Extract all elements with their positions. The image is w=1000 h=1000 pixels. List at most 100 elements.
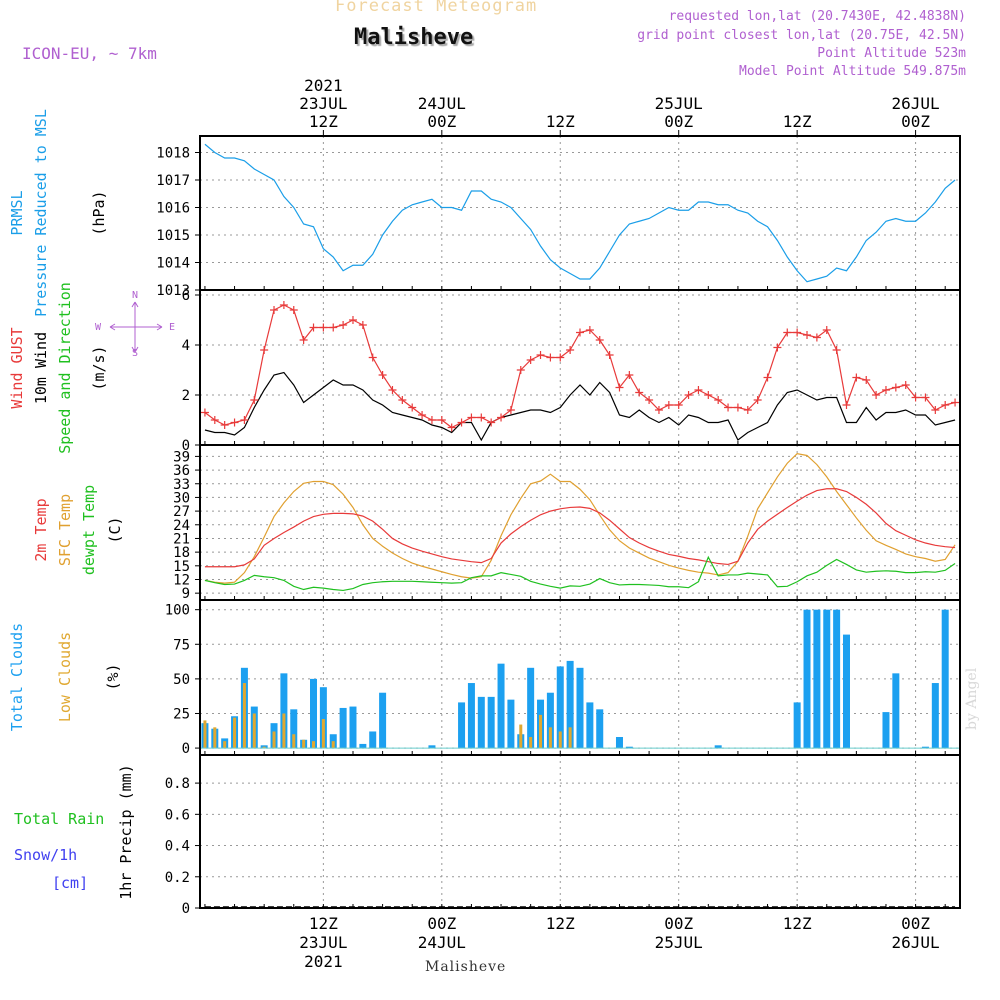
gust-point [724, 403, 733, 412]
temp-sfc-line [204, 453, 956, 584]
temperature-ytick-label: 18 [173, 545, 190, 561]
pressure-label-prmsl: PRMSL [8, 190, 26, 235]
snow-label: Snow/1h [14, 846, 77, 864]
gust-point [279, 301, 288, 309]
total-cloud-bar [507, 699, 515, 749]
temperature-ytick-label: 21 [173, 531, 190, 547]
gust-point [418, 411, 427, 419]
gust-point [664, 401, 673, 409]
total-cloud-bar [359, 743, 367, 749]
gust-point [388, 386, 397, 394]
pressure-label-msl: Pressure Reduced to MSL [32, 109, 50, 317]
low-cloud-bar [252, 713, 256, 749]
bottom-tick-date: 25JUL [655, 933, 703, 952]
gust-point [408, 403, 417, 412]
total-cloud-bar [319, 687, 327, 749]
low-cloud-bar [213, 727, 217, 749]
total-cloud-bar [803, 609, 811, 749]
wind-gust-label: Wind GUST [8, 327, 26, 408]
total-cloud-bar [714, 745, 722, 749]
total-cloud-bar [813, 609, 821, 749]
gust-point [546, 353, 555, 362]
low-cloud-bar [321, 719, 325, 749]
top-tick-date: 26JUL [891, 94, 939, 113]
gust-point [625, 371, 634, 379]
bottom-tick-year: 2021 [304, 952, 343, 971]
total-cloud-bar [458, 702, 466, 749]
clouds-ytick-label: 100 [165, 603, 190, 619]
top-tick-hour: 12Z [309, 112, 338, 131]
gust-point [200, 408, 209, 417]
total-cloud-bar [527, 667, 535, 749]
credit-watermark: by Angel [964, 667, 980, 730]
temperature-ytick-label: 33 [173, 477, 190, 493]
total-cloud-bar [882, 712, 890, 749]
gust-point [309, 323, 318, 332]
total-cloud-bar [428, 745, 436, 749]
total-cloud-bar [941, 609, 949, 749]
gust-point [210, 416, 219, 424]
bottom-tick-date: 23JUL [299, 933, 347, 952]
gust-point [812, 333, 821, 342]
gust-point [793, 328, 802, 337]
gust-point [536, 351, 545, 359]
total-cloud-bar [892, 673, 900, 749]
total-cloud-bar [921, 746, 929, 749]
low-cloud-bar [302, 739, 306, 749]
gust-point [566, 346, 575, 354]
low-cloud-bar [282, 713, 286, 749]
total-cloud-bar [586, 702, 594, 749]
total-cloud-bar [379, 692, 387, 749]
gust-point [329, 323, 338, 332]
gust-point [901, 381, 910, 389]
temperature-ytick-label: 9 [182, 586, 190, 602]
total-cloud-bar [339, 707, 347, 749]
total-cloud-bar [369, 731, 377, 749]
gust-point [427, 416, 436, 424]
bottom-tick-hour: 00Z [901, 914, 930, 933]
low-cloud-bar [262, 746, 266, 749]
low-cloud-bar [558, 731, 562, 749]
clouds-ylabel: (%) [104, 663, 122, 690]
gust-point [477, 413, 486, 422]
clouds-ytick-label: 75 [173, 637, 190, 653]
low-clouds-label: Low Clouds [56, 632, 74, 722]
gust-point [230, 418, 239, 427]
top-tick-hour: 00Z [664, 112, 693, 131]
gust-point [368, 353, 377, 362]
compass-arrows [109, 301, 163, 353]
total-clouds-label: Total Clouds [8, 623, 26, 731]
pressure-frame [199, 135, 961, 291]
gust-point [526, 356, 535, 364]
total-cloud-bar [566, 660, 574, 749]
top-tick-date: 24JUL [418, 94, 466, 113]
low-cloud-bar [272, 731, 276, 749]
temp-2m-label: 2m Temp [32, 498, 50, 561]
gridpoint-coords: grid point closest lon,lat (20.75E, 42.5… [637, 28, 966, 43]
gust-point [220, 421, 229, 429]
wind-ytick-label: 6 [182, 288, 190, 304]
requested-coords: requested lon,lat (20.7430E, 42.4838N) [668, 9, 966, 24]
precip-frame [199, 754, 961, 909]
total-cloud-bar [497, 663, 505, 749]
bottom-tick-date: 26JUL [891, 933, 939, 952]
gust-point [714, 396, 723, 404]
low-cloud-bar [292, 734, 296, 749]
gust-point [921, 393, 930, 402]
total-cloud-bar [546, 692, 554, 749]
total-cloud-bar [487, 696, 495, 749]
gust-point [615, 383, 624, 392]
wind-speed-line [204, 371, 956, 442]
gust-point [674, 401, 683, 409]
gust-point [467, 413, 476, 422]
temperature-ytick-label: 27 [173, 504, 190, 520]
gust-point [250, 396, 259, 404]
gust-point [270, 306, 279, 314]
temp-dewpoint-line [204, 555, 956, 592]
total-cloud-bar [310, 678, 318, 749]
gust-point [585, 326, 594, 334]
gust-point [733, 403, 742, 412]
gust-point [803, 331, 812, 339]
bottom-tick-date: 24JUL [418, 933, 466, 952]
